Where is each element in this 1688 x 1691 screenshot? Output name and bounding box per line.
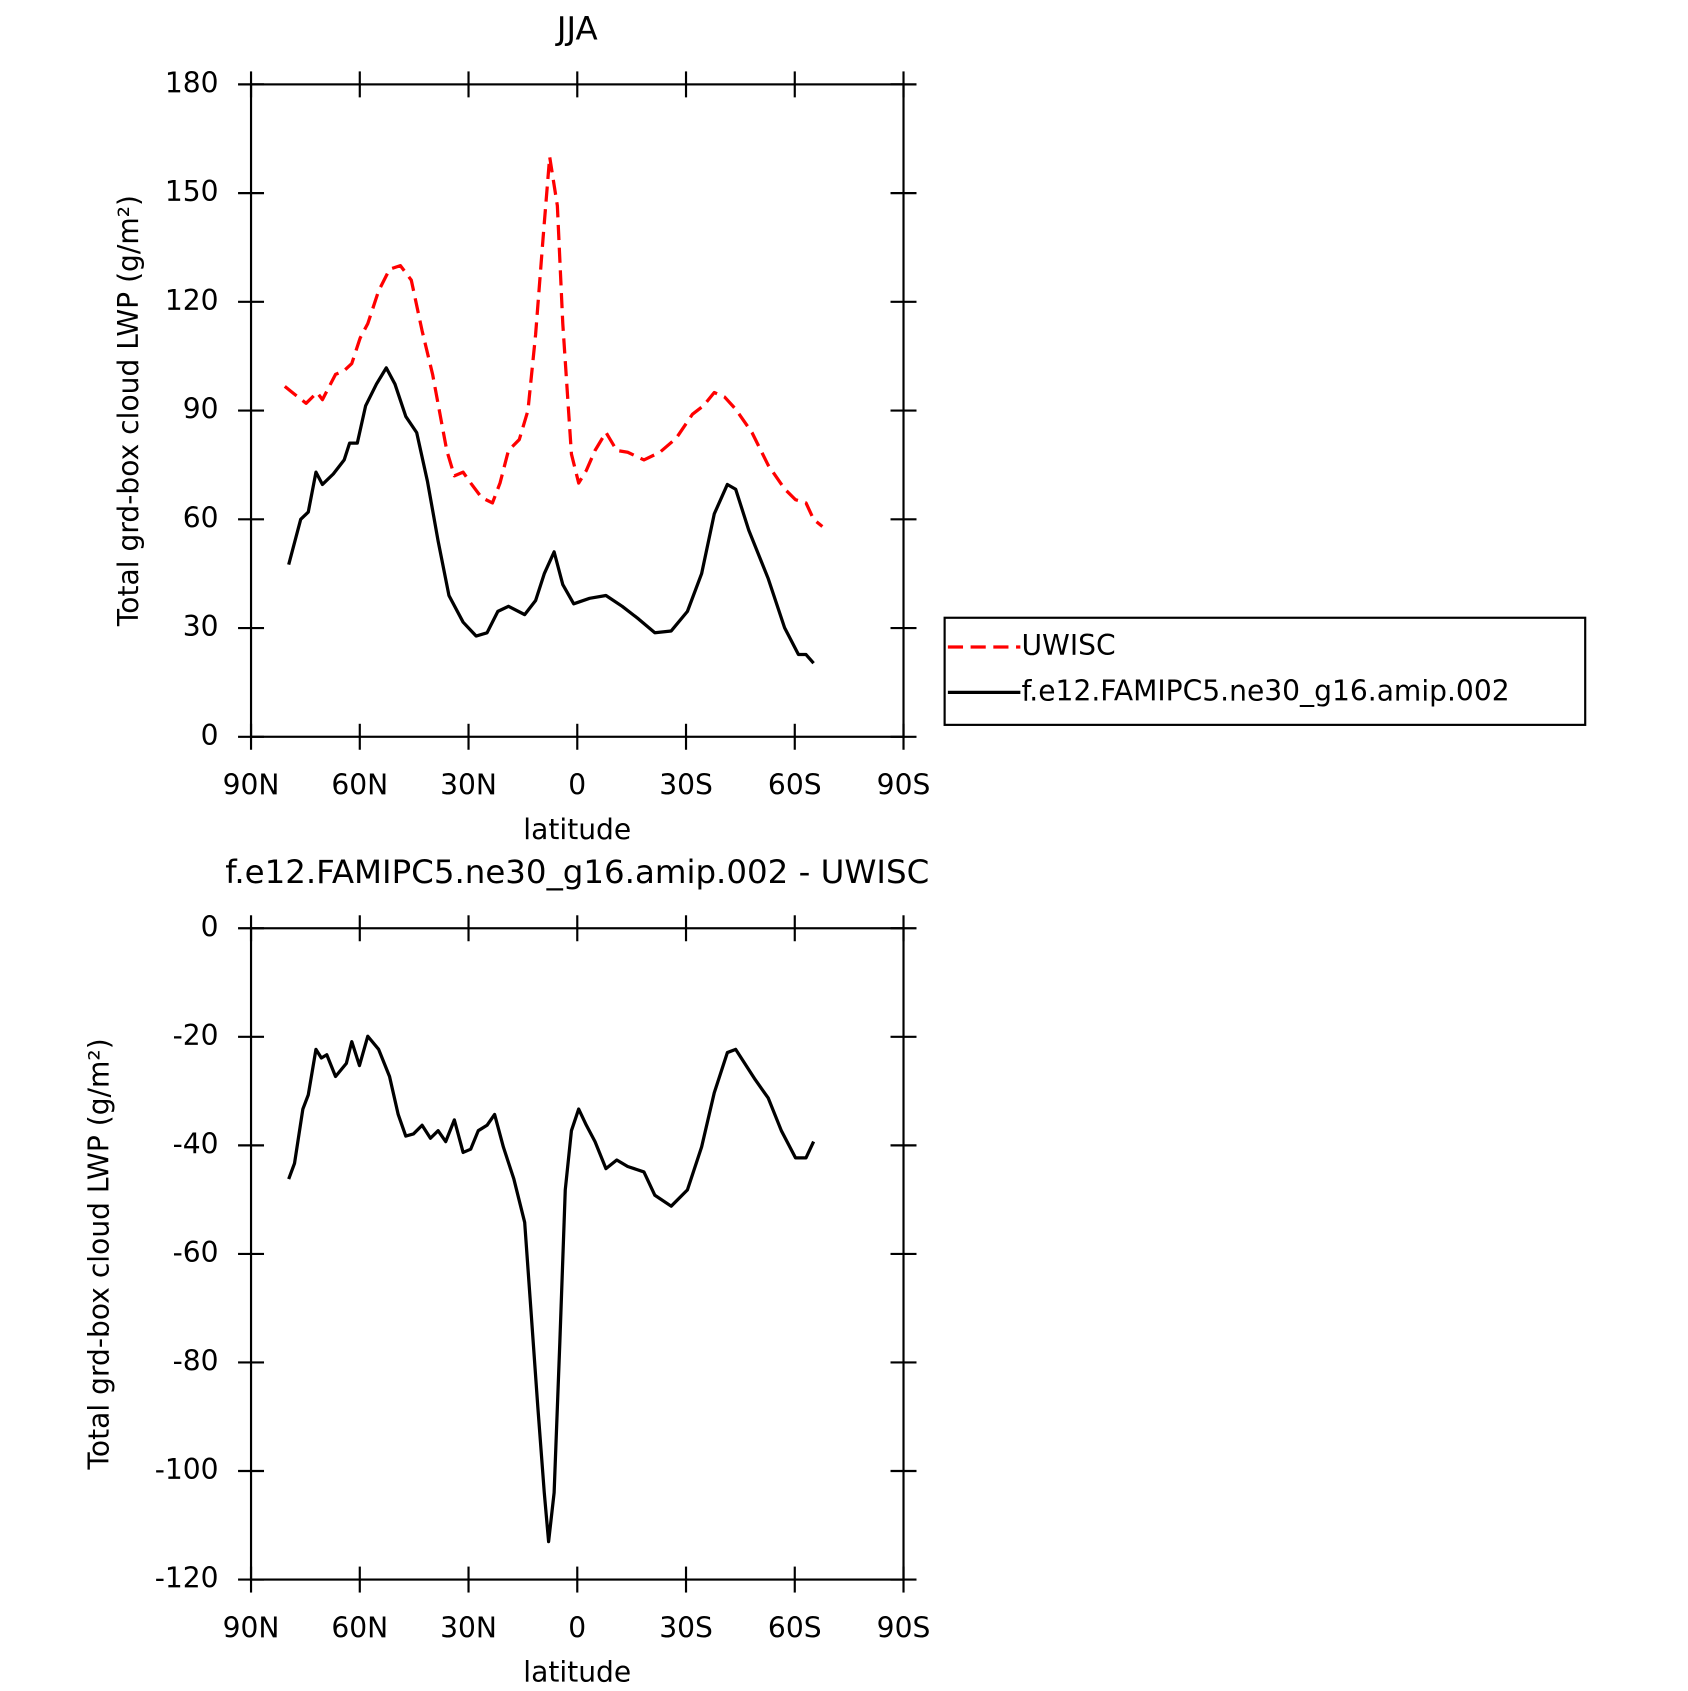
y-tick-label: -100 [155, 1453, 219, 1486]
legend-label: UWISC [1021, 629, 1115, 662]
y-tick-label: 120 [165, 284, 219, 317]
y-tick-label: -80 [173, 1344, 219, 1377]
x-tick-label: 60S [768, 1611, 822, 1644]
x-tick-label: 90N [223, 1611, 280, 1644]
y-tick-label: -120 [155, 1562, 219, 1595]
x-tick-label: 0 [568, 1611, 586, 1644]
y-tick-label: 60 [183, 501, 219, 534]
chart-title: f.e12.FAMIPC5.ne30_g16.amip.002 - UWISC [225, 853, 929, 891]
x-tick-label: 30S [659, 1611, 713, 1644]
y-tick-label: 180 [165, 66, 219, 99]
plot-frame [249, 83, 905, 738]
data-line [287, 1034, 816, 1544]
x-axis-label: latitude [523, 813, 631, 846]
y-tick-label: 0 [201, 719, 219, 752]
y-tick-label: 90 [183, 393, 219, 426]
y-tick-label: -40 [173, 1127, 219, 1160]
legend-box [943, 616, 1587, 726]
chart-title: JJA [555, 9, 598, 47]
x-tick-label: 90S [877, 769, 931, 802]
x-tick-label: 90S [877, 1611, 931, 1644]
y-axis-label: Total grd-box cloud LWP (g/m²) [83, 1038, 116, 1470]
y-tick-label: 150 [165, 175, 219, 208]
y-tick-label: -20 [173, 1019, 219, 1052]
x-tick-label: 30S [659, 769, 713, 802]
x-tick-label: 60S [768, 769, 822, 802]
data-line [283, 155, 824, 528]
data-line [287, 366, 815, 665]
legend-label: f.e12.FAMIPC5.ne30_g16.amip.002 [1021, 674, 1509, 707]
y-tick-label: 30 [183, 610, 219, 643]
y-axis-label: Total grd-box cloud LWP (g/m²) [112, 195, 145, 627]
x-tick-label: 30N [440, 1611, 497, 1644]
x-tick-label: 60N [331, 769, 388, 802]
plot-frame [249, 927, 905, 1581]
x-tick-label: 90N [223, 769, 280, 802]
y-tick-label: 0 [201, 910, 219, 943]
y-tick-label: -60 [173, 1236, 219, 1269]
x-tick-label: 60N [331, 1611, 388, 1644]
x-axis-label: latitude [523, 1656, 631, 1689]
x-tick-label: 30N [440, 769, 497, 802]
x-tick-label: 0 [568, 769, 586, 802]
